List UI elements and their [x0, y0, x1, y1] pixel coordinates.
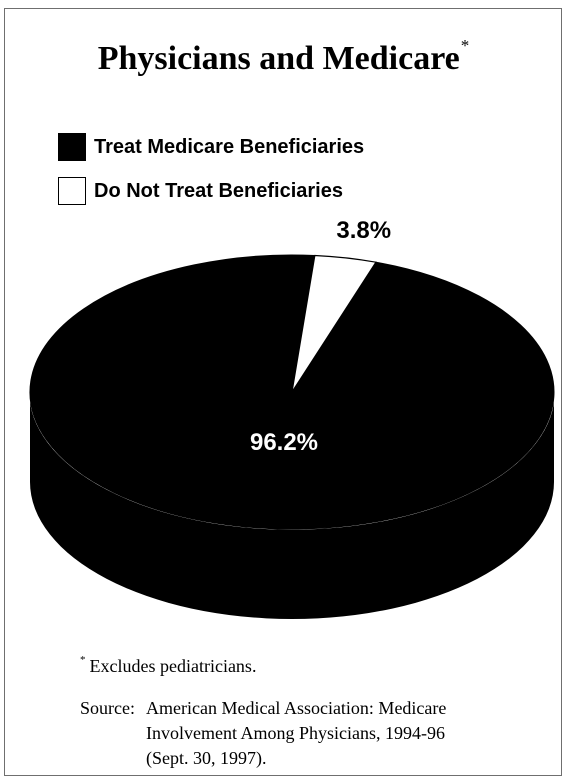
slice-label-not-treat: 3.8% [336, 217, 391, 244]
chart-frame [4, 8, 562, 776]
legend-item-not-treat: Do Not Treat Beneficiaries [58, 175, 343, 207]
slice-label-treat: 96.2% [250, 429, 318, 456]
chart-title: Physicians and Medicare* [97, 36, 470, 77]
pie-chart: 96.2% 3.8% [29, 217, 555, 619]
source-line-3: (Sept. 30, 1997). [146, 748, 267, 768]
pie-slice-not-treat [291, 254, 377, 393]
legend-swatch-treat [58, 133, 86, 161]
source-label: Source: [80, 698, 135, 718]
source-note: Source: American Medical Association: Me… [80, 696, 526, 771]
footnote: * Excludes pediatricians. [80, 654, 257, 677]
legend-label-treat: Treat Medicare Beneficiaries [94, 135, 365, 158]
title-footnote-marker: * [460, 36, 470, 55]
legend-label-not-treat: Do Not Treat Beneficiaries [94, 179, 343, 202]
footnote-marker: * [80, 654, 86, 666]
pie-side-wall [30, 392, 554, 619]
legend-swatch-not-treat [58, 177, 86, 205]
legend-item-treat: Treat Medicare Beneficiaries [58, 131, 364, 163]
source-line-2: Involvement Among Physicians, 1994-96 [146, 723, 445, 743]
footnote-text: Excludes pediatricians. [89, 656, 257, 676]
source-line-1: American Medical Association: Medicare [146, 698, 447, 718]
